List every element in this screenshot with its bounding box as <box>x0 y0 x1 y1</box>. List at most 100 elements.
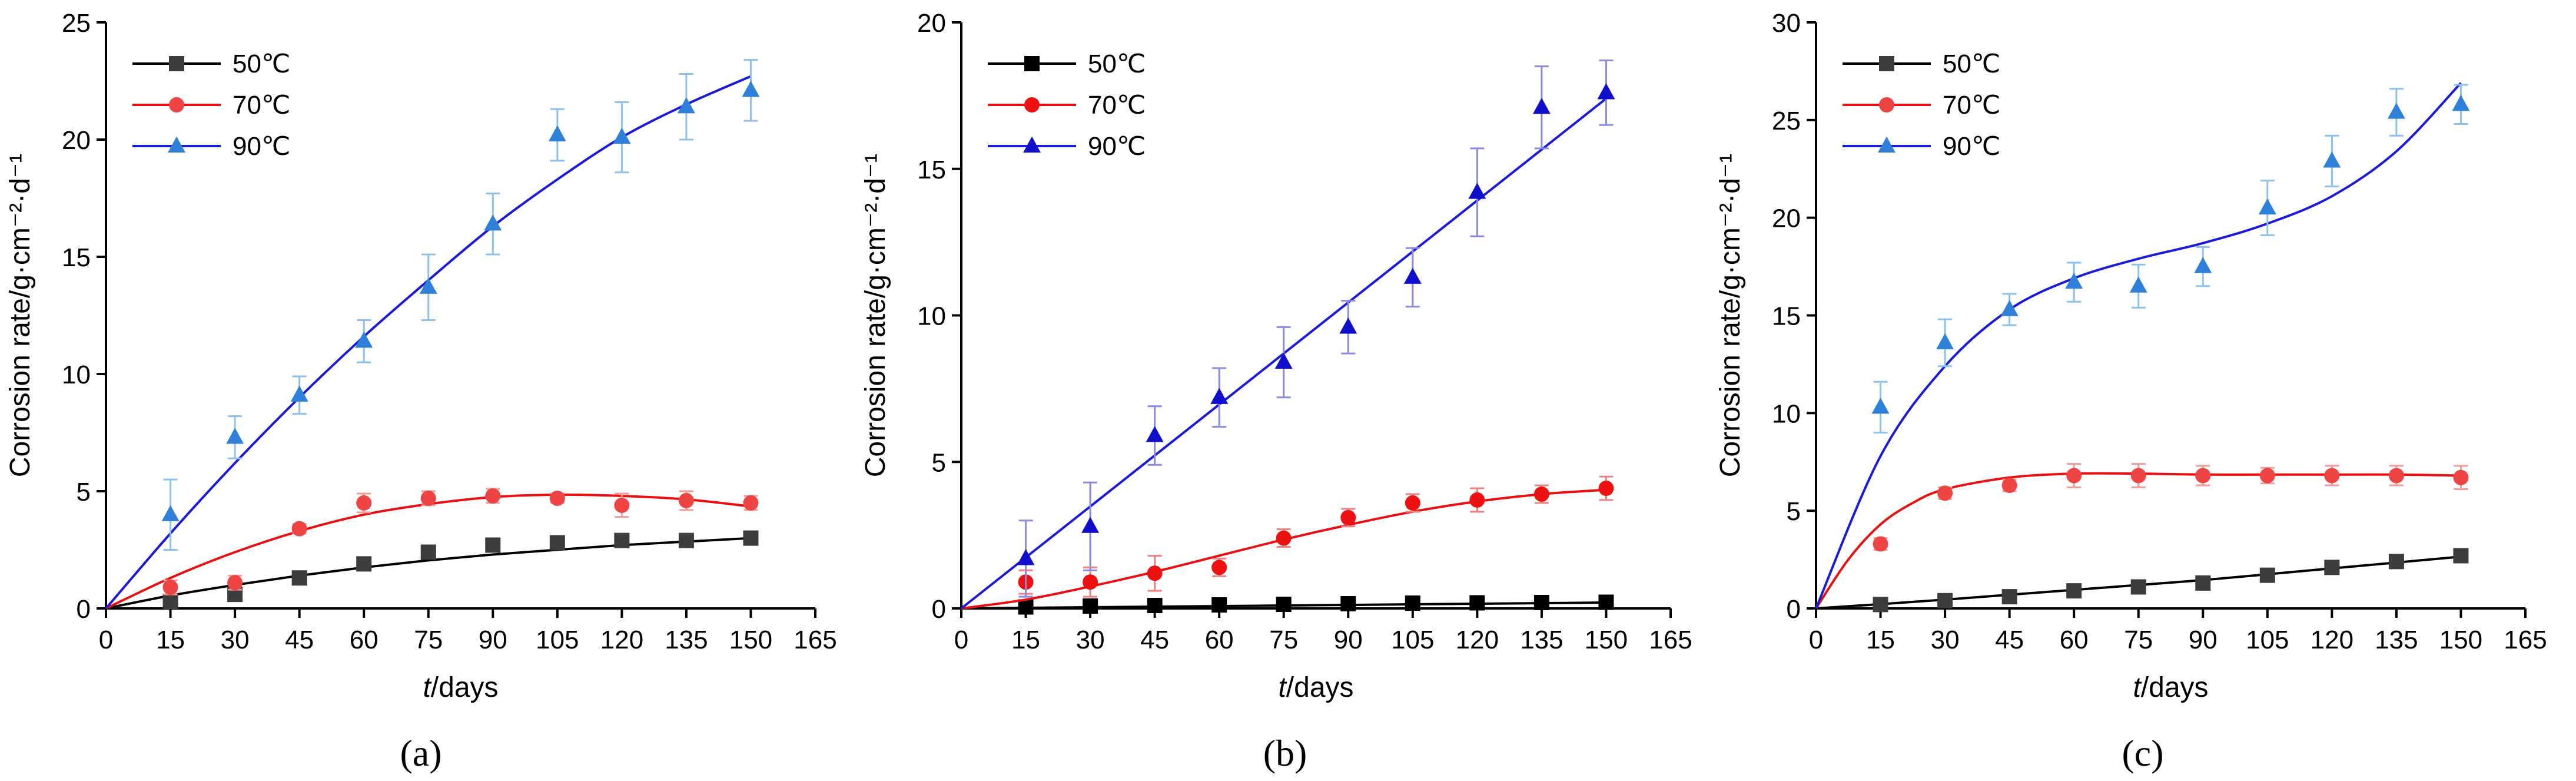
data-point <box>161 505 180 521</box>
x-tick-label: 0 <box>954 626 968 654</box>
x-axis-label-unit: /days <box>2141 672 2209 703</box>
y-tick-label: 10 <box>917 302 946 331</box>
x-axis-label: t/days <box>1278 672 1353 703</box>
data-point <box>1081 517 1100 533</box>
data-point <box>291 570 307 586</box>
data-point <box>2259 567 2275 583</box>
y-tick-label: 5 <box>932 448 946 477</box>
y-tick-label: 30 <box>1772 9 1801 38</box>
data-point <box>1083 598 1098 614</box>
data-point <box>1339 317 1357 334</box>
data-point <box>549 490 565 506</box>
data-point <box>420 490 436 506</box>
data-point <box>2195 575 2211 591</box>
data-point <box>419 277 437 294</box>
x-tick-label: 135 <box>665 626 708 654</box>
x-axis-label-unit: /days <box>431 672 499 703</box>
x-tick-label: 60 <box>1205 626 1234 654</box>
fit-line <box>105 537 751 610</box>
data-point <box>2324 468 2340 484</box>
x-tick-label: 135 <box>1520 626 1563 654</box>
panel-label: (b) <box>1263 732 1307 774</box>
x-tick-label: 75 <box>414 626 443 654</box>
legend-label: 90℃ <box>233 132 290 161</box>
data-point <box>162 594 178 610</box>
x-tick-label: 15 <box>1866 626 1895 654</box>
data-point <box>742 81 760 97</box>
y-tick-label: 15 <box>62 243 91 272</box>
data-point <box>420 544 436 560</box>
legend: 50℃ 70℃ 90℃ <box>988 49 1146 161</box>
series-2 <box>1815 463 2469 610</box>
data-point <box>1211 597 1227 613</box>
data-point <box>1468 183 1486 199</box>
x-tick-label: 75 <box>1269 626 1298 654</box>
data-point <box>1405 595 1420 611</box>
data-point <box>1873 597 1888 613</box>
data-point <box>1146 426 1164 442</box>
data-point <box>743 495 759 511</box>
data-point <box>484 214 502 231</box>
data-point <box>549 535 565 551</box>
panel-label: (c) <box>2122 732 2163 774</box>
y-axis-label: Corrosion rate/g·cm⁻²·d⁻¹ <box>1715 154 1746 477</box>
x-tick-label: 150 <box>2439 626 2482 654</box>
x-tick-label: 120 <box>2311 626 2353 654</box>
y-tick-label: 0 <box>1787 595 1801 624</box>
series-1 <box>105 530 759 610</box>
legend-label: 90℃ <box>1088 132 1146 161</box>
x-tick-label: 90 <box>1334 626 1363 654</box>
data-point <box>1937 485 1953 501</box>
y-tick-label: 10 <box>1772 399 1801 428</box>
x-tick-label: 75 <box>2124 626 2153 654</box>
data-point <box>1937 593 1953 608</box>
data-point <box>2130 468 2146 484</box>
data-point <box>1083 574 1098 590</box>
x-tick-label: 15 <box>1011 626 1040 654</box>
fit-line <box>961 488 1606 610</box>
legend-marker <box>1879 97 1894 112</box>
series-1 <box>1815 548 2469 613</box>
y-axis-label: Corrosion rate/g·cm⁻²·d⁻¹ <box>860 154 891 477</box>
data-point <box>2130 579 2146 595</box>
y-tick-label: 5 <box>77 478 91 507</box>
data-point <box>2001 478 2017 494</box>
data-point <box>1211 560 1227 575</box>
legend-marker <box>1879 56 1894 71</box>
data-point <box>1274 352 1293 369</box>
data-point <box>1597 83 1615 100</box>
x-axis-label-unit: /days <box>1286 672 1354 703</box>
y-tick-label: 25 <box>1772 107 1801 135</box>
data-point <box>1469 595 1485 611</box>
data-point <box>678 532 694 548</box>
data-point <box>2453 469 2469 485</box>
data-point <box>1532 98 1551 114</box>
data-point <box>614 497 630 513</box>
x-tick-label: 105 <box>2246 626 2289 654</box>
legend: 50℃ 70℃ 90℃ <box>1843 49 2000 161</box>
data-point <box>485 537 501 553</box>
x-tick-label: 105 <box>536 626 579 654</box>
data-point <box>2001 589 2017 605</box>
data-point <box>2388 554 2404 570</box>
x-tick-label: 0 <box>99 626 113 654</box>
x-tick-label: 60 <box>2060 626 2089 654</box>
legend: 50℃ 70℃ 90℃ <box>132 49 290 161</box>
x-tick-label: 150 <box>1585 626 1628 654</box>
legend-label: 90℃ <box>1943 132 2000 161</box>
x-axis-label: t/days <box>2133 672 2208 703</box>
y-tick-label: 25 <box>62 9 91 38</box>
legend-marker <box>168 136 185 153</box>
data-point <box>613 127 631 144</box>
x-tick-label: 120 <box>1456 626 1499 654</box>
chart-panel-2: 0 15 30 45 60 75 90 105 120 135 150 165 0 5 10 15 20 Corr… <box>860 9 1692 774</box>
x-tick-label: 135 <box>2375 626 2418 654</box>
chart-panel-1: 0 15 30 45 60 75 90 105 120 135 150 165 0 5 10 15 20 25 Co… <box>5 9 837 774</box>
y-tick-label: 15 <box>917 155 946 184</box>
data-point <box>2195 468 2211 484</box>
x-axis-label-variable: t <box>1278 672 1287 703</box>
data-point <box>2066 468 2082 484</box>
data-point <box>290 385 308 402</box>
